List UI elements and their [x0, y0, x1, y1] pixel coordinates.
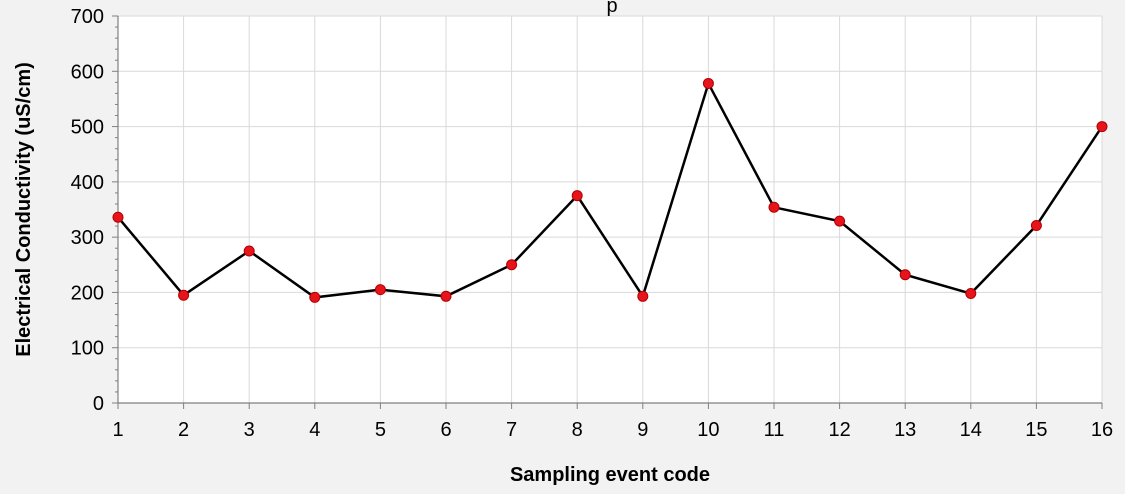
x-tick-label: 8	[572, 419, 583, 441]
x-tick-label: 4	[309, 419, 320, 441]
x-tick-label: 14	[960, 419, 982, 441]
x-tick-label: 1	[112, 419, 123, 441]
data-point	[506, 259, 518, 271]
data-point	[1096, 121, 1108, 133]
data-point	[702, 77, 714, 89]
series-line	[117, 80, 1104, 300]
data-point	[178, 289, 190, 301]
x-tick-label: 13	[894, 419, 916, 441]
data-point	[243, 245, 255, 257]
y-tick-label: 600	[71, 61, 104, 83]
data-series	[112, 77, 1108, 303]
x-tick-label: 16	[1091, 419, 1113, 441]
x-tick-label: 2	[178, 419, 189, 441]
x-tick-label: 3	[244, 419, 255, 441]
x-tick-label: 6	[440, 419, 451, 441]
y-tick-label: 500	[71, 117, 104, 139]
x-tick-label: 12	[828, 419, 850, 441]
y-tick-label: 300	[71, 227, 104, 249]
y-tick-label: 0	[93, 393, 104, 415]
grid-lines	[118, 15, 1103, 403]
y-tick-label: 200	[71, 282, 104, 304]
chart-title: p	[606, 0, 617, 17]
plot-area	[118, 16, 1102, 403]
data-point	[374, 284, 386, 296]
data-point	[309, 291, 321, 303]
data-point	[637, 290, 649, 302]
y-axis-title: Electrical Conductivity (uS/cm)	[13, 62, 35, 357]
data-point	[899, 269, 911, 281]
y-tick-label: 700	[71, 6, 104, 28]
axes	[112, 15, 1103, 409]
data-point	[1030, 220, 1042, 232]
y-tick-label: 100	[71, 338, 104, 360]
x-tick-label: 9	[637, 419, 648, 441]
data-point	[768, 201, 780, 213]
data-point	[440, 290, 452, 302]
data-point	[965, 288, 977, 300]
data-point	[112, 211, 124, 223]
y-tick-label: 400	[71, 172, 104, 194]
x-axis-title: Sampling event code	[510, 464, 710, 486]
data-point	[834, 215, 846, 227]
x-tick-label: 10	[697, 419, 719, 441]
x-tick-label: 15	[1025, 419, 1047, 441]
x-tick-label: 7	[506, 419, 517, 441]
x-tick-label: 11	[764, 419, 785, 441]
x-tick-label: 5	[375, 419, 386, 441]
data-point	[571, 190, 583, 202]
